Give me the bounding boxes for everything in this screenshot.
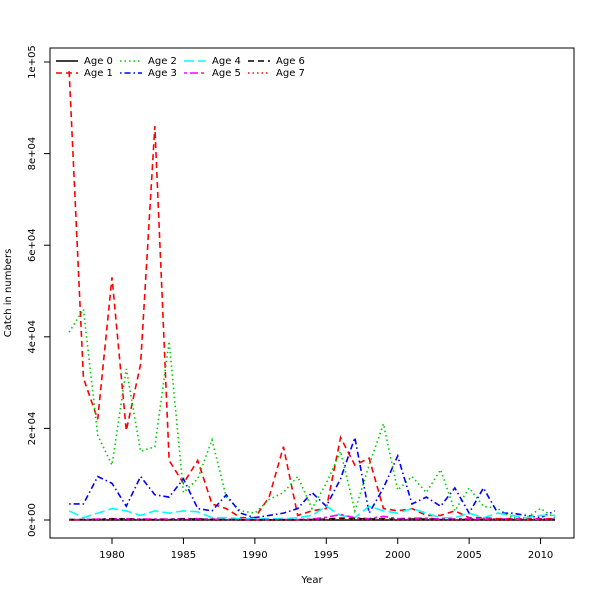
legend-label: Age 2 xyxy=(148,56,177,67)
x-tick-label: 2000 xyxy=(385,550,410,561)
x-tick-label: 2010 xyxy=(528,550,553,561)
y-tick-label: 6e+04 xyxy=(27,228,38,262)
x-tick-label: 1985 xyxy=(171,550,196,561)
legend-label: Age 4 xyxy=(212,56,241,67)
series-line xyxy=(68,306,556,519)
plot-box xyxy=(49,47,575,539)
x-tick-label: 2005 xyxy=(456,550,481,561)
legend-label: Age 3 xyxy=(148,68,177,79)
x-tick-label: 1990 xyxy=(242,550,267,561)
y-tick-label: 8e+04 xyxy=(27,137,38,171)
x-tick-label: 1995 xyxy=(314,550,339,561)
x-tick-label: 1980 xyxy=(99,550,124,561)
legend-label: Age 1 xyxy=(84,68,113,79)
y-tick-label: 2e+04 xyxy=(27,412,38,446)
y-tick-label: 4e+04 xyxy=(27,320,38,354)
legend-label: Age 5 xyxy=(212,68,241,79)
y-tick-label: 0e+00 xyxy=(27,503,38,537)
y-tick-label: 1e+05 xyxy=(27,45,38,79)
series-line xyxy=(69,517,555,521)
legend-label: Age 7 xyxy=(276,68,305,79)
y-axis-label: Catch in numbers xyxy=(3,249,14,338)
legend-label: Age 6 xyxy=(276,56,305,67)
legend-label: Age 0 xyxy=(84,56,113,67)
x-axis-label: Year xyxy=(300,575,323,586)
series-line xyxy=(68,505,555,520)
series-line xyxy=(68,71,555,520)
series-line xyxy=(69,434,556,519)
